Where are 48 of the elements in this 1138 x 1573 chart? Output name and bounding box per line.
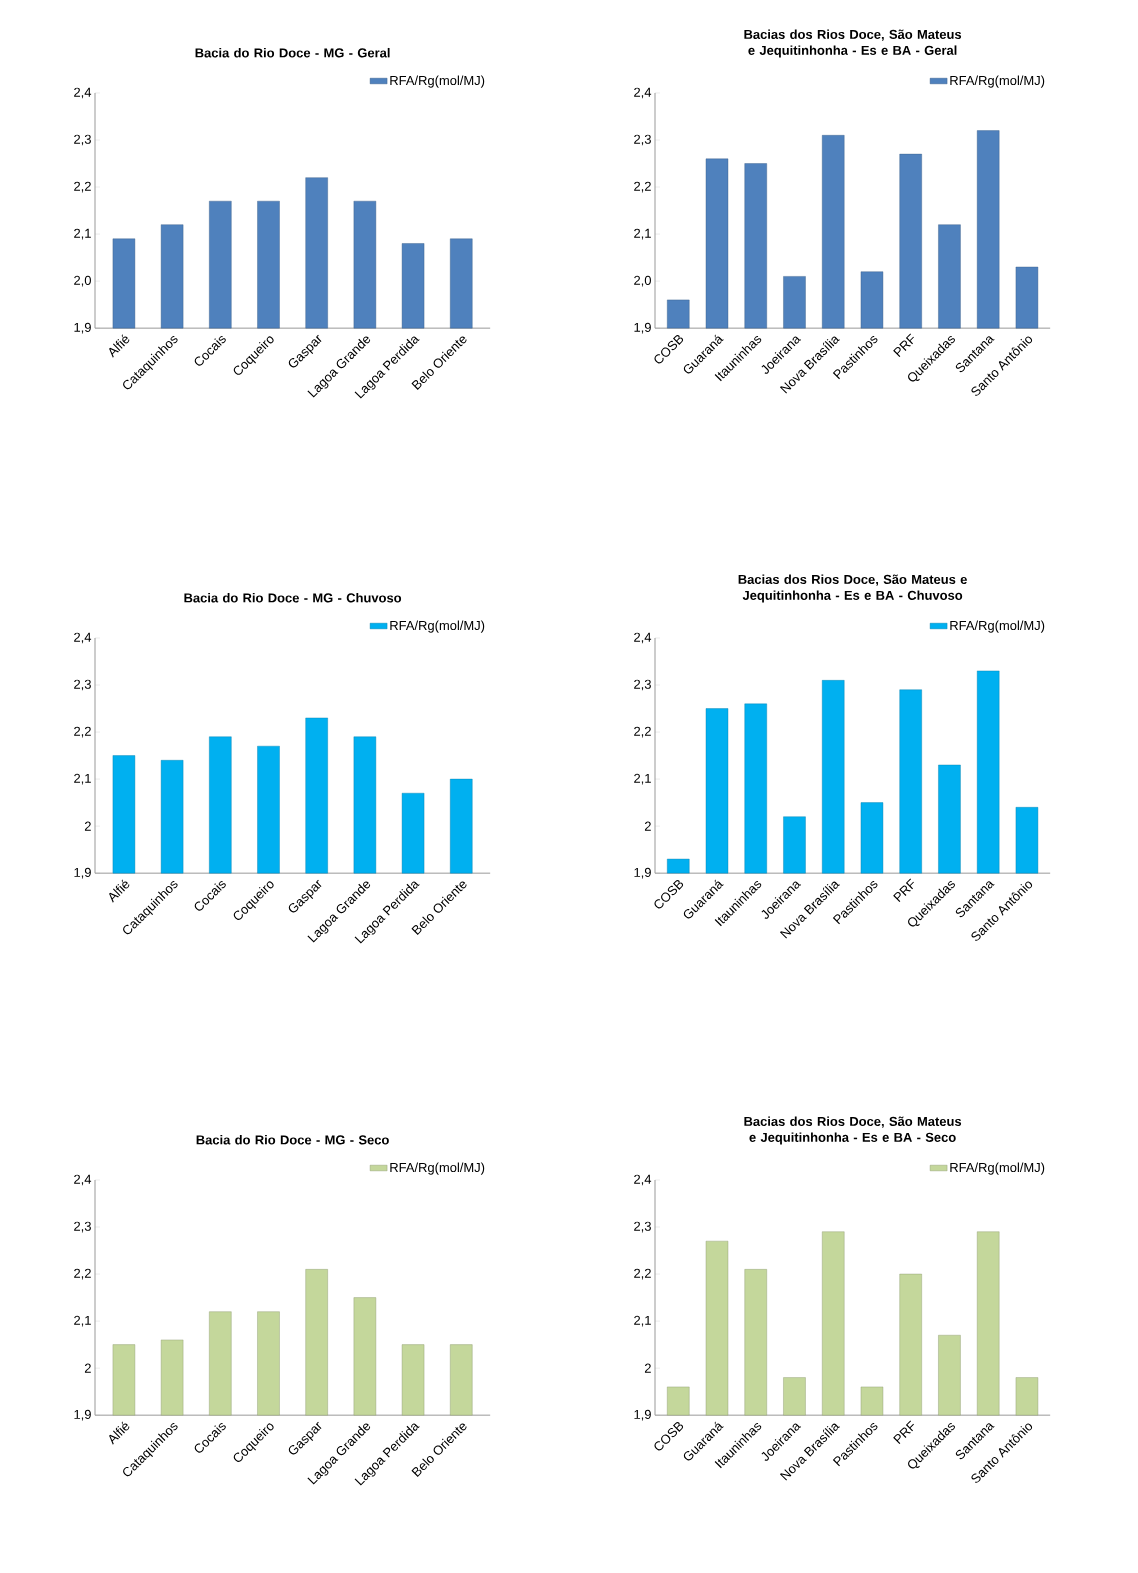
y-tick-label: 2,2 <box>74 1268 91 1280</box>
y-tick-label: 2,0 <box>634 275 651 287</box>
y-tick-label: 2,3 <box>74 134 91 146</box>
legend-label: RFA/Rg(mol/MJ) <box>390 1162 485 1175</box>
y-tick-label: 2 <box>644 821 651 831</box>
y-tick-label: 2 <box>84 1363 91 1373</box>
legend-label: RFA/Rg(mol/MJ) <box>390 75 485 88</box>
y-tick-label: 1,9 <box>634 867 651 879</box>
chart-title: Bacias dos Rios Doce, São Mateus e Jequitinhonha - Es e BA - Seco <box>744 1116 962 1145</box>
y-tick-label: 2,4 <box>634 87 652 99</box>
y-tick-label: 2,4 <box>74 632 92 644</box>
y-tick-label: 2,3 <box>74 679 91 691</box>
y-tick-label: 1,9 <box>74 867 91 879</box>
y-tick-label: 2,4 <box>634 1174 652 1186</box>
y-tick-label: 2 <box>644 1363 651 1373</box>
legend-label: RFA/Rg(mol/MJ) <box>950 1162 1045 1175</box>
y-tick-label: 2,0 <box>74 275 91 287</box>
y-tick-label: 2,4 <box>74 1174 92 1186</box>
y-tick-label: 2,2 <box>634 1268 651 1280</box>
y-tick-label: 2,4 <box>74 87 92 99</box>
legend-label: RFA/Rg(mol/MJ) <box>950 620 1045 633</box>
y-tick-label: 1,9 <box>634 322 651 334</box>
y-tick-label: 2,4 <box>634 632 652 644</box>
y-tick-label: 1,9 <box>634 1409 651 1421</box>
chart-title: Bacia do Rio Doce - MG - Chuvoso <box>184 592 402 603</box>
y-tick-label: 2,1 <box>634 1315 651 1327</box>
legend-label: RFA/Rg(mol/MJ) <box>390 620 485 633</box>
y-tick-label: 2 <box>84 821 91 831</box>
y-tick-label: 2,2 <box>634 181 651 193</box>
chart-title: Bacia do Rio Doce - MG - Seco <box>196 1134 389 1145</box>
y-tick-label: 2,1 <box>74 228 91 240</box>
y-tick-label: 2,3 <box>634 1221 651 1233</box>
y-tick-label: 2,1 <box>634 773 651 785</box>
chart-title: Bacias dos Rios Doce, São Mateus e Jequitinhonha - Es e BA - Geral <box>744 29 962 58</box>
y-tick-label: 2,1 <box>634 228 651 240</box>
y-tick-label: 2,1 <box>74 773 91 785</box>
y-tick-label: 2,3 <box>74 1221 91 1233</box>
y-tick-label: 2,2 <box>634 726 651 738</box>
y-tick-label: 2,1 <box>74 1315 91 1327</box>
y-tick-label: 2,2 <box>74 181 91 193</box>
y-tick-label: 2,2 <box>74 726 91 738</box>
y-tick-label: 2,3 <box>634 134 651 146</box>
chart-title: Bacia do Rio Doce - MG - Geral <box>195 47 390 58</box>
y-tick-label: 2,3 <box>634 679 651 691</box>
chart-title: Bacias dos Rios Doce, São Mateus e Jequitinhonha - Es e BA - Chuvoso <box>738 574 967 603</box>
y-tick-label: 1,9 <box>74 1409 91 1421</box>
legend-label: RFA/Rg(mol/MJ) <box>950 75 1045 88</box>
y-tick-label: 1,9 <box>74 322 91 334</box>
